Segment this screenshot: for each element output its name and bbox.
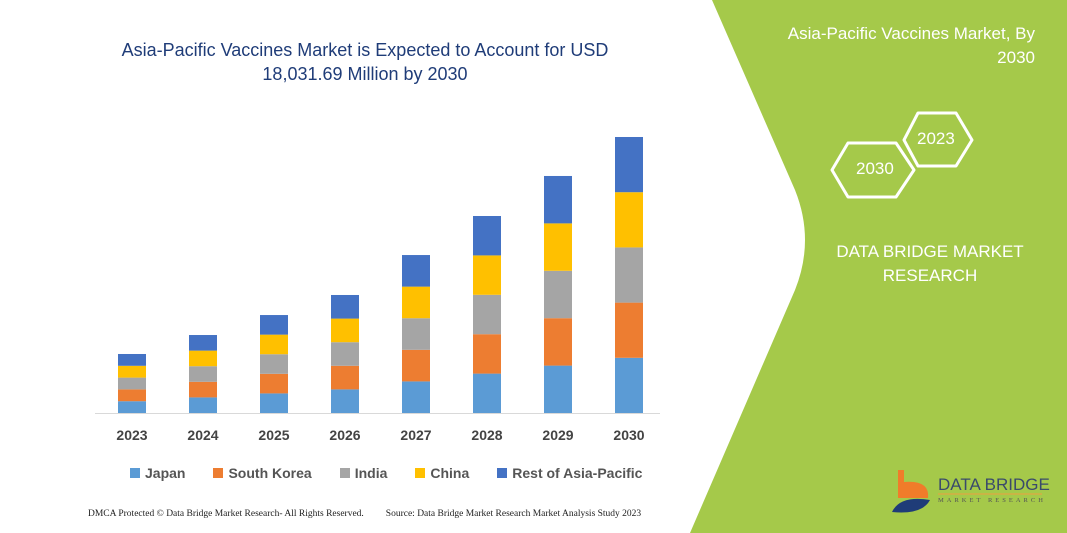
legend-item: Japan (130, 465, 185, 481)
bar-segment-japan-2026 (331, 389, 359, 413)
hex-label-2030: 2030 (856, 159, 894, 178)
bar-segment-rest-of-asia-pacific-2024 (189, 335, 217, 351)
legend-item: Rest of Asia-Pacific (497, 465, 642, 481)
bar-segment-rest-of-asia-pacific-2027 (402, 255, 430, 287)
bar-segment-japan-2025 (260, 393, 288, 413)
hex-2023 (902, 111, 974, 168)
legend-item: China (415, 465, 469, 481)
legend-swatch (497, 468, 508, 478)
brand-line: RESEARCH (882, 266, 978, 285)
logo-icon (892, 470, 930, 513)
side-title-line: 2030 (997, 48, 1035, 67)
legend-label: China (430, 465, 470, 481)
bar-segment-china-2029 (544, 223, 572, 271)
bar-segment-south-korea-2026 (331, 365, 359, 390)
bar-segment-china-2030 (615, 192, 643, 248)
green-side-panel (690, 0, 1067, 533)
legend-swatch (213, 468, 224, 478)
logo-name: DATA BRIDGE (938, 475, 1050, 494)
x-tick-label: 2025 (258, 427, 289, 443)
bar-segment-india-2026 (331, 342, 359, 366)
bar-segment-india-2024 (189, 366, 217, 382)
hex-label-2023: 2023 (917, 129, 955, 148)
x-tick-label: 2024 (187, 427, 218, 443)
bar-segment-india-2023 (118, 377, 146, 390)
legend-swatch (339, 468, 350, 478)
title-line: Asia-Pacific Vaccines Market is Expected… (121, 40, 609, 60)
bar-segment-rest-of-asia-pacific-2025 (260, 315, 288, 335)
bar-segment-rest-of-asia-pacific-2028 (473, 216, 501, 256)
legend-label: Rest of Asia-Pacific (512, 465, 643, 481)
stacked-bar-chart: 2023 2024 2025 2026 2027 2028 2029 2030 (95, 136, 660, 443)
bar-segment-japan-2029 (544, 365, 572, 413)
bar-segment-china-2027 (402, 286, 430, 319)
bar-segment-rest-of-asia-pacific-2023 (118, 353, 146, 366)
bar-segment-south-korea-2025 (260, 373, 288, 394)
footer-source: Source: Data Bridge Market Research Mark… (385, 509, 642, 519)
x-tick-label: 2026 (329, 427, 360, 443)
brand-line: DATA BRIDGE MARKET (836, 242, 1024, 261)
side-title-line: Asia-Pacific Vaccines Market, By (787, 24, 1035, 43)
bar-segment-south-korea-2027 (402, 349, 430, 382)
bar-segment-china-2026 (331, 318, 359, 343)
bar-segment-china-2023 (118, 365, 146, 378)
bar-segment-japan-2027 (402, 381, 430, 413)
legend-label: Japan (145, 465, 186, 481)
bar-segment-india-2025 (260, 354, 288, 374)
side-panel-title: Asia-Pacific Vaccines Market, By 2030 (735, 22, 1035, 70)
bar-segment-japan-2028 (473, 373, 501, 413)
title-line: 18,031.69 Million by 2030 (262, 64, 468, 84)
bar-segment-japan-2023 (118, 401, 146, 413)
bar-segment-india-2027 (402, 318, 430, 350)
bar-segment-south-korea-2028 (473, 334, 501, 374)
bar-segment-india-2030 (615, 247, 643, 303)
bar-segment-rest-of-asia-pacific-2026 (331, 294, 359, 319)
bar-segment-china-2028 (473, 255, 501, 295)
bar-segment-india-2028 (473, 294, 501, 335)
x-tick-label: 2028 (471, 427, 502, 443)
logo-subtitle: MARKET RESEARCH (938, 497, 1046, 504)
legend-label: South Korea (228, 465, 312, 481)
chart-title: Asia-Pacific Vaccines Market is Expected… (95, 38, 635, 86)
bar-segment-south-korea-2024 (189, 381, 217, 398)
legend-label: India (354, 465, 388, 481)
footer: DMCA Protected © Data Bridge Market Rese… (88, 509, 641, 519)
bar-segment-china-2025 (260, 334, 288, 355)
bar-segment-india-2029 (544, 270, 572, 319)
bar-segment-china-2024 (189, 350, 217, 367)
x-tick-label: 2030 (613, 427, 644, 443)
legend-item: South Korea (213, 465, 312, 481)
x-tick-label: 2027 (400, 427, 431, 443)
x-tick-label: 2029 (542, 427, 573, 443)
legend: Japan South Korea India China Rest of Asia-P… (130, 465, 642, 481)
bar-segment-rest-of-asia-pacific-2029 (544, 175, 572, 224)
hex-2030 (830, 141, 916, 199)
brand-text: DATA BRIDGE MARKET RESEARCH (810, 240, 1050, 288)
bar-segment-rest-of-asia-pacific-2030 (615, 136, 643, 193)
bar-segment-south-korea-2030 (615, 302, 643, 358)
footer-copyright: DMCA Protected © Data Bridge Market Rese… (88, 509, 364, 519)
x-tick-label: 2023 (116, 427, 147, 443)
legend-swatch (130, 468, 140, 478)
bar-segment-japan-2030 (615, 357, 643, 413)
legend-swatch (415, 468, 426, 478)
bar-segment-south-korea-2029 (544, 318, 572, 366)
bar-segment-south-korea-2023 (118, 389, 146, 402)
bar-segment-japan-2024 (189, 397, 217, 413)
legend-item: India (339, 465, 388, 481)
